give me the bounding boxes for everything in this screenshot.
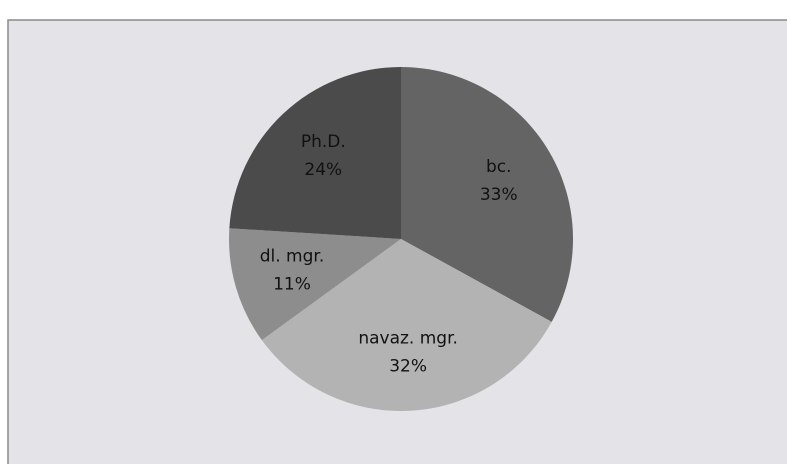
slice-label: Ph.D. [301,132,346,152]
slice-label: bc. [486,157,512,177]
slice-value-label: 33% [480,185,518,205]
slice-value-label: 32% [389,356,427,376]
slice-label: navaz. mgr. [358,328,458,348]
pie-slice [229,228,401,341]
slice-value-label: 24% [304,160,342,180]
slice-label: dl. mgr. [260,247,325,267]
pie-slice [261,239,552,411]
pie-slice [229,67,401,239]
pie-slice [401,67,573,322]
slice-value-label: 11% [273,275,311,295]
